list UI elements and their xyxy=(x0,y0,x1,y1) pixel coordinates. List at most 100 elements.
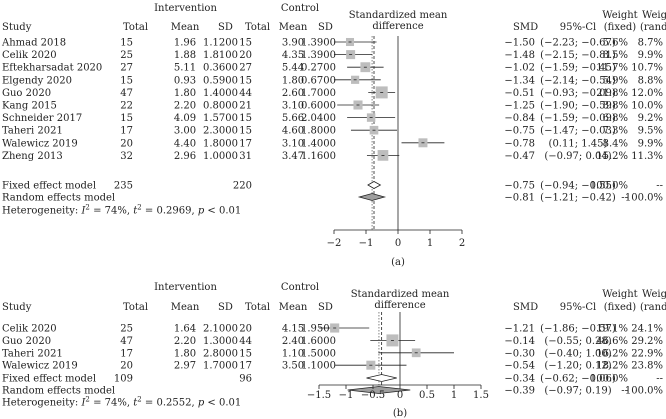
ci-value: (−0.97; 0.04) xyxy=(544,151,611,162)
study-name: Eftekharsadat 2020 xyxy=(2,63,102,74)
fixed-effect-label: Fixed effect model xyxy=(2,374,96,385)
control-group-header: Control xyxy=(281,282,319,293)
study-row: Celik 2020 25 1.88 1.8100 20 4.351.3900 −1.48 (… xyxy=(2,50,663,61)
intervention-sd: 2.3000 xyxy=(203,126,238,137)
intervention-sd: 0.3600 xyxy=(203,63,238,74)
smd-value: −1.48 xyxy=(504,50,535,61)
intervention-total: 25 xyxy=(120,50,133,61)
intervention-total-header: Total xyxy=(123,22,148,33)
weight-fixed-value: 8.4% xyxy=(603,138,628,149)
control-sd: 0.6000 xyxy=(301,101,336,112)
x-axis-tick-label: −1 xyxy=(339,390,354,401)
weight-fixed-value: 8.5% xyxy=(603,50,628,61)
smd-value: −0.54 xyxy=(504,361,535,372)
fixed-effect-diamond xyxy=(366,374,397,382)
control-total: 15 xyxy=(239,113,252,124)
ci-value: (−1.59; −0.09) xyxy=(540,113,616,124)
intervention-mean: 4.09 xyxy=(174,113,196,124)
fixed-effect-label: Fixed effect model xyxy=(2,181,96,192)
study-row: Schneider 2017 15 4.09 1.5700 15 5.662.0400 −0… xyxy=(2,113,663,124)
intervention-sd: 1.8100 xyxy=(203,50,238,61)
weight-random-value: 9.5% xyxy=(638,126,663,137)
study-column-header: Study xyxy=(2,22,32,33)
control-sd: 1.4000 xyxy=(301,138,336,149)
control-mean: 2.40 xyxy=(282,336,304,347)
control-total: 15 xyxy=(239,38,252,49)
study-name: Taheri 2021 xyxy=(2,348,63,359)
study-name: Walewicz 2019 xyxy=(2,361,78,372)
control-sd: 0.6700 xyxy=(301,75,336,86)
fixed-smd-value: −0.75 xyxy=(504,181,535,192)
study-row: Celik 2020 25 1.64 2.1000 20 4.151.9500 −1.21 (… xyxy=(2,323,663,335)
control-sd-header: SD xyxy=(318,22,333,33)
intervention-mean-header: Mean xyxy=(171,22,200,33)
x-axis-tick-label: −2 xyxy=(327,238,342,249)
control-total: 20 xyxy=(239,50,252,61)
control-mean: 1.10 xyxy=(282,348,304,359)
control-mean: 3.90 xyxy=(282,38,304,49)
weight-random-value: 10.7% xyxy=(631,63,663,74)
weight-fixed-value: 7.3% xyxy=(603,126,628,137)
intervention-group-header: Intervention xyxy=(154,3,217,14)
study-name: Elgendy 2020 xyxy=(2,75,72,86)
x-axis-tick-label: 1.5 xyxy=(473,390,489,401)
x-axis-tick-label: −1.5 xyxy=(307,390,331,401)
intervention-mean: 0.93 xyxy=(174,75,196,86)
intervention-mean: 2.96 xyxy=(174,151,196,162)
intervention-total: 15 xyxy=(120,38,133,49)
intervention-mean: 1.80 xyxy=(174,88,196,99)
control-mean: 5.44 xyxy=(282,63,304,74)
study-row: Taheri 2021 17 3.00 2.3000 15 4.601.8000 −0.75… xyxy=(2,126,663,137)
intervention-sd: 1.3000 xyxy=(203,336,238,347)
intervention-sd-header: SD xyxy=(218,22,233,33)
control-total: 15 xyxy=(239,75,252,86)
intervention-mean: 2.97 xyxy=(174,361,196,372)
smd-value: −1.50 xyxy=(504,38,535,49)
control-mean-header: Mean xyxy=(279,22,308,33)
ci-value: (−0.93; −0.09) xyxy=(540,88,616,99)
fixed-weight-fixed: 100.0% xyxy=(590,374,628,385)
ci-column-header: 95%-Cl xyxy=(560,22,596,33)
weight-random-header-line2: (random) xyxy=(640,302,666,313)
smd-value: −0.84 xyxy=(504,113,535,124)
fixed-intervention-total: 109 xyxy=(114,374,133,385)
intervention-sd-header: SD xyxy=(218,302,233,313)
weight-fixed-value: 18.2% xyxy=(596,361,628,372)
control-mean: 1.80 xyxy=(282,75,304,86)
control-sd-header: SD xyxy=(318,302,333,313)
weight-random-value: 8.8% xyxy=(638,75,663,86)
intervention-sd: 0.5900 xyxy=(203,75,238,86)
intervention-total: 20 xyxy=(120,361,133,372)
x-axis-tick-label: −0.5 xyxy=(361,390,385,401)
plot-title-line1: Standardized mean xyxy=(351,289,450,300)
weight-fixed-header-line1: Weight xyxy=(602,289,637,300)
control-total: 17 xyxy=(239,138,252,149)
smd-value: −1.34 xyxy=(504,75,535,86)
ci-value: (0.11; 1.45) xyxy=(549,138,608,149)
random-effects-diamond xyxy=(347,386,411,394)
weight-random-value: 12.0% xyxy=(631,88,663,99)
control-mean: 3.10 xyxy=(282,138,304,149)
intervention-total: 25 xyxy=(120,324,133,335)
study-name: Walewicz 2019 xyxy=(2,138,78,149)
intervention-sd: 1.7000 xyxy=(203,361,238,372)
intervention-mean: 2.20 xyxy=(174,101,196,112)
weight-random-value: 9.2% xyxy=(638,113,663,124)
smd-column-header: SMD xyxy=(513,22,538,33)
intervention-total: 15 xyxy=(120,113,133,124)
weight-fixed-value: 11.7% xyxy=(596,63,628,74)
study-row: Kang 2015 22 2.20 0.8000 21 3.100.6000 −1.25 (−… xyxy=(2,100,663,112)
fixed-weight-random: -- xyxy=(656,374,663,385)
intervention-total: 27 xyxy=(120,63,133,74)
control-sd: 1.1000 xyxy=(301,361,336,372)
intervention-sd: 0.8000 xyxy=(203,101,238,112)
weight-fixed-header-line2: (fixed) xyxy=(604,22,637,33)
fixed-control-total: 220 xyxy=(233,181,252,192)
x-axis-tick-label: −1 xyxy=(359,238,374,249)
study-row: Guo 2020 47 2.20 1.3000 44 2.401.6000 −0.14 (−0… xyxy=(2,334,663,347)
forest-panel-a: Study Intervention Control Total Mean SD Total… xyxy=(1,3,666,268)
control-sd: 1.1600 xyxy=(301,151,336,162)
smd-value: −0.14 xyxy=(504,336,535,347)
weight-random-header-line1: Weight xyxy=(642,289,666,300)
weight-random-value: 10.0% xyxy=(631,101,663,112)
